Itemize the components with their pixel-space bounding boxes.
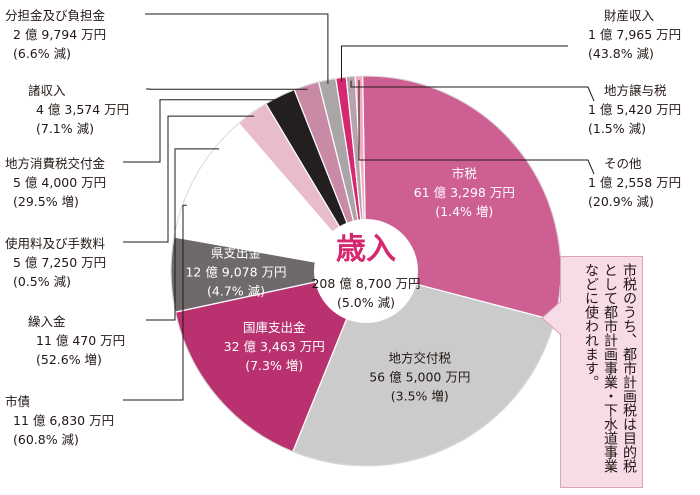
- label-shiyoryo-name: 使用料及び手数料: [5, 236, 106, 251]
- label-kuriire-change: (52.6% 増): [36, 352, 102, 367]
- label-shiyoryo-change: (0.5% 減): [13, 274, 71, 289]
- label-kenshishutsu-change: (4.7% 減): [207, 283, 265, 298]
- label-shisai-change: (60.8% 減): [13, 432, 79, 447]
- leader-kuriire: [146, 148, 220, 321]
- label-chiho_shohi-amount: 5 億 4,000 万円: [13, 175, 106, 190]
- label-joyo-name: 地方譲与税: [604, 83, 667, 98]
- label-shi_zei-change: (1.4% 増): [435, 204, 493, 219]
- chart-title: 歳入: [336, 232, 396, 267]
- label-chiho_kofu-change: (3.5% 増): [391, 388, 449, 403]
- center-hole: [314, 219, 418, 323]
- inner-labels: 市税 61 億 3,298 万円 (1.4% 増) 地方交付税 56 億 5,000 万…: [185, 166, 514, 403]
- label-kokko-amount: 32 億 3,463 万円: [224, 339, 325, 354]
- label-buntan-change: (6.6% 減): [13, 46, 71, 61]
- label-kokko-change: (7.3% 増): [245, 358, 303, 373]
- label-zaisan-amount: 1 億 7,965 万円: [588, 27, 681, 42]
- note-callout: 市税のうち、都市計画税は目的税として都市計画事業・下水道事業などに使われます。: [560, 256, 643, 488]
- leader-sonota: [358, 80, 595, 175]
- leader-lines: [123, 13, 595, 401]
- total-amount: 208 億 8,700 万円: [311, 276, 420, 291]
- note-text: 市税のうち、都市計画税は目的税として都市計画事業・下水道事業などに使われます。: [583, 263, 637, 473]
- label-zaisan-name: 財産収入: [604, 8, 655, 23]
- outer-labels: 市債 11 億 6,830 万円 (60.8% 減) 繰入金 11 億 470 万円 (5…: [5, 8, 681, 447]
- leader-shiyoryo: [123, 115, 255, 243]
- pie-slices: [170, 75, 562, 467]
- label-buntan-name: 分担金及び負担金: [5, 8, 106, 23]
- label-shisai-amount: 11 億 6,830 万円: [13, 413, 114, 428]
- label-chiho_shohi-name: 地方消費税交付金: [5, 156, 106, 171]
- leader-buntan: [145, 13, 329, 84]
- label-kuriire-amount: 11 億 470 万円: [36, 333, 125, 348]
- label-shiyoryo-amount: 5 億 7,250 万円: [13, 255, 106, 270]
- label-joyo-amount: 1 億 5,420 万円: [588, 102, 681, 117]
- label-sonota-name: その他: [604, 156, 642, 171]
- label-kokko-name: 国庫支出金: [243, 320, 306, 335]
- label-zaisan-change: (43.8% 減): [588, 46, 654, 61]
- label-buntan-amount: 2 億 9,794 万円: [13, 27, 106, 42]
- label-chiho_kofu-name: 地方交付税: [389, 350, 452, 365]
- label-kenshishutsu-name: 県支出金: [211, 245, 262, 260]
- label-sonota-change: (20.9% 減): [588, 194, 654, 209]
- label-kuriire-name: 繰入金: [28, 314, 66, 329]
- label-chiho_kofu-amount: 56 億 5,000 万円: [369, 369, 470, 384]
- label-sonota-amount: 1 億 2,558 万円: [588, 175, 681, 190]
- total-change: (5.0% 減): [337, 295, 395, 310]
- label-shi_zei-amount: 61 億 3,298 万円: [414, 185, 515, 200]
- leader-joyo: [350, 80, 595, 102]
- leader-zaisan: [341, 45, 568, 82]
- leader-shisai: [123, 204, 187, 401]
- label-shoshunyu-change: (7.1% 減): [36, 121, 94, 136]
- label-shi_zei-name: 市税: [452, 166, 478, 181]
- label-joyo-change: (1.5% 減): [588, 121, 646, 136]
- label-shoshunyu-amount: 4 億 3,574 万円: [36, 102, 129, 117]
- label-shisai-name: 市債: [5, 394, 30, 409]
- leader-chiho_shohi: [123, 99, 282, 163]
- label-shoshunyu-name: 諸収入: [28, 83, 66, 98]
- label-kenshishutsu-amount: 12 億 9,078 万円: [185, 264, 286, 279]
- label-chiho_shohi-change: (29.5% 増): [13, 194, 79, 209]
